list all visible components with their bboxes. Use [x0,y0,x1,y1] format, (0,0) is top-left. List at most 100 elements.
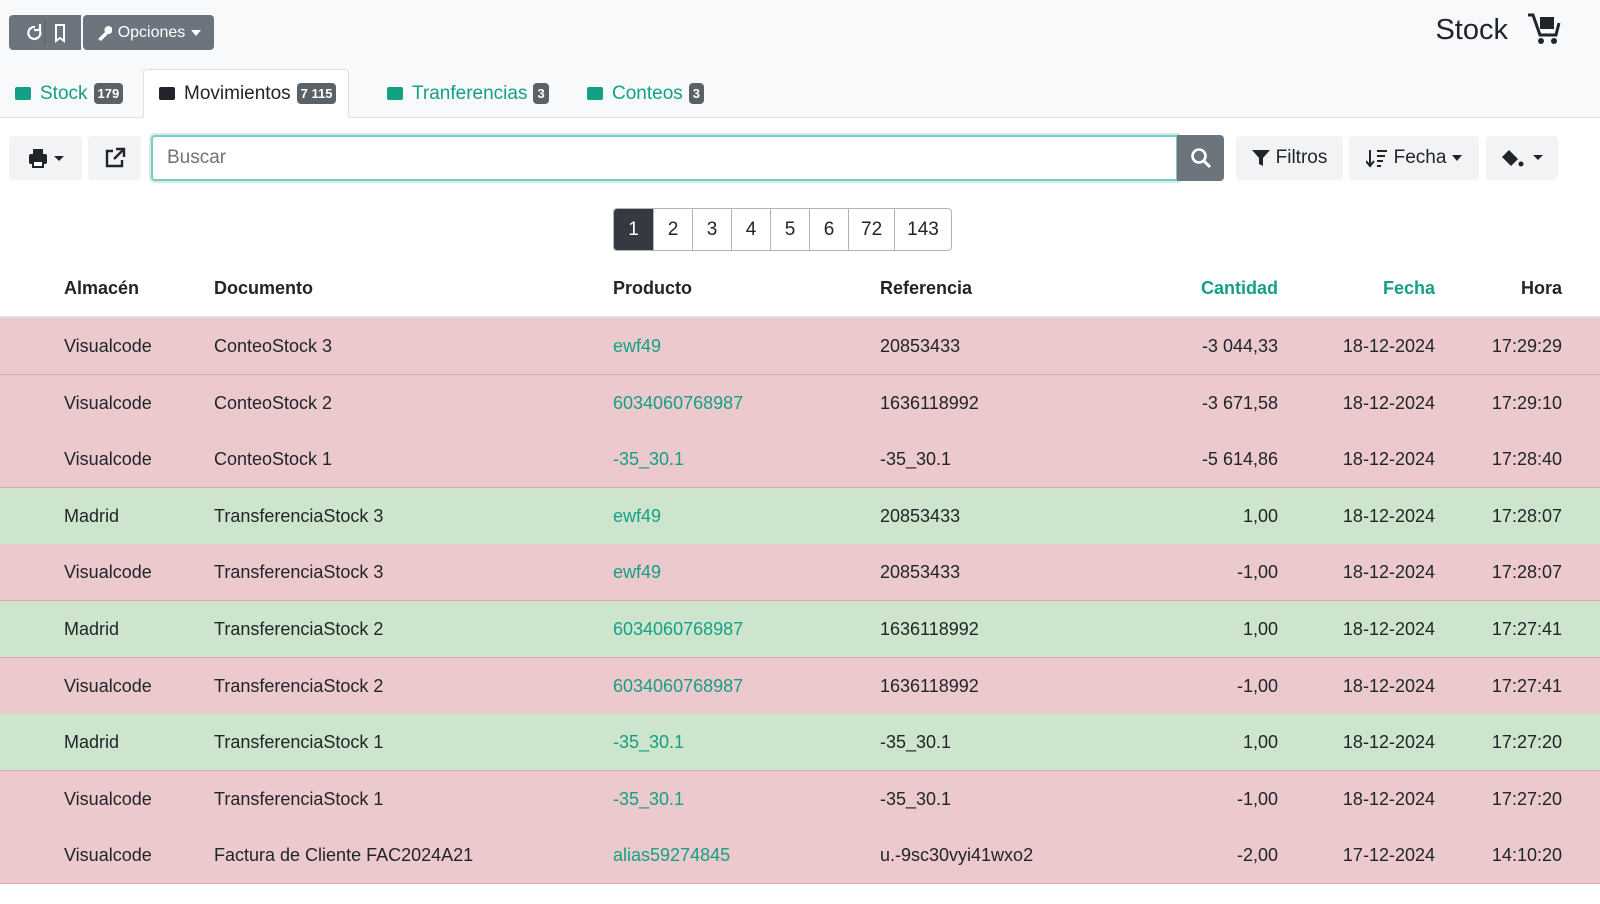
page-link[interactable]: 2 [653,209,692,250]
export-icon [105,147,125,168]
filters-button[interactable]: Filtros [1236,136,1343,180]
cell-text: ConteoStock 1 [214,449,333,470]
icons [27,19,65,46]
page-link[interactable]: 5 [770,209,809,250]
search-input[interactable]: Buscar [151,135,1178,181]
caret [1452,155,1463,161]
search-placeholder: Buscar [167,147,227,168]
product-link[interactable]: ewf49 [613,505,662,526]
paint-icon [1502,150,1543,167]
table-row[interactable] [0,318,1600,375]
column-header: Hora [1520,278,1562,298]
table-row[interactable] [0,374,1600,432]
cell-text: -1,00 [1236,675,1278,696]
cell-text: 18-12-2024 [1342,619,1435,639]
page-link[interactable]: 6 [809,209,848,250]
page-link[interactable]: 72 [848,209,894,250]
cell-text: 1,00 [1242,619,1278,639]
table-row[interactable] [0,431,1600,489]
cell-text: 1636118992 [880,619,979,639]
table-row[interactable] [0,657,1600,715]
column-header[interactable]: Fecha [1382,278,1435,298]
cell-text: -35_30.1 [880,732,952,753]
cell-text: Visualcode [64,392,152,413]
cell-text: -3 671,58 [1201,392,1278,413]
tab-icon [15,86,31,100]
cell-text: Visualcode [64,845,152,866]
cell-text: 17:28:40 [1491,449,1562,470]
page-link[interactable]: 3 [692,209,731,250]
cell-text: -3 044,33 [1201,336,1278,356]
header-divider [0,316,1600,318]
page-title: Stock [1435,14,1508,46]
options-label: Opciones [117,23,186,41]
page-link[interactable]: 143 [894,209,951,250]
cell-text: 17:27:20 [1491,732,1562,753]
page-link[interactable]: 1 [614,209,653,250]
tab[interactable]: Movimientos 7 115 [143,69,350,118]
table-row[interactable] [0,770,1600,828]
cell-text: u.-9sc30vyi41wxo2 [880,845,1034,866]
cell-text: 17-12-2024 [1342,845,1435,866]
cell-text: 18-12-2024 [1342,336,1435,356]
search-button[interactable] [1177,135,1224,181]
cell-text: 14:10:20 [1491,845,1562,866]
tab[interactable]: Tranferencias 3 [372,69,561,118]
sort-button[interactable]: Fecha [1349,136,1479,180]
product-link[interactable]: ewf49 [613,562,662,583]
cell-text: 17:29:29 [1491,336,1562,356]
cell-text: Visualcode [64,675,152,696]
sort-label: Fecha [1393,147,1447,168]
cell-text: 17:28:07 [1491,562,1562,583]
page-link[interactable]: 4 [731,209,770,250]
options-button[interactable]: Opciones [83,15,214,50]
cell-text: TransferenciaStock 1 [214,788,384,809]
tab-label: Tranferencias [412,82,528,104]
search-icon [1190,148,1211,169]
cell-text: 18-12-2024 [1342,392,1435,413]
product-link[interactable]: 6034060768987 [613,619,744,639]
table-row[interactable] [0,827,1600,885]
tab[interactable]: Stock 179 [0,69,135,118]
table-row[interactable] [0,487,1600,545]
table-row[interactable] [0,601,1600,658]
cell-text: 18-12-2024 [1342,732,1435,753]
product-link[interactable]: alias59274845 [613,845,731,866]
cell-text: Madrid [64,505,120,526]
export-button[interactable] [88,136,141,180]
cell-text: 1,00 [1242,732,1278,753]
cell-text: 18-12-2024 [1342,788,1435,809]
table-row[interactable] [0,714,1600,772]
cell-text: TransferenciaStock 2 [214,675,384,696]
cell-text: -5 614,86 [1201,449,1278,470]
column-header[interactable]: Cantidad [1200,278,1278,298]
cell-text: 20853433 [880,562,961,583]
product-link[interactable]: -35_30.1 [613,732,685,753]
cell-text: 17:27:41 [1491,619,1562,639]
cell-text: Visualcode [64,562,152,583]
cell-text: TransferenciaStock 3 [214,562,384,583]
cell-text: 1,00 [1242,505,1278,526]
wrench-icon [97,25,112,41]
cell-text: 1636118992 [880,392,979,413]
product-link[interactable]: 6034060768987 [613,392,744,413]
reload-bookmark-group[interactable] [9,15,81,50]
filters-label: Filtros [1275,147,1328,168]
table-row[interactable] [0,544,1600,602]
tab[interactable]: Conteos 3 [572,69,716,118]
product-link[interactable]: ewf49 [613,336,662,356]
cell-text: TransferenciaStock 2 [214,619,384,639]
cell-text: -2,00 [1236,845,1278,866]
tab-badge: 3 [688,83,705,104]
color-button[interactable] [1486,136,1558,180]
print-button[interactable] [9,136,82,180]
cell-text: Factura de Cliente FAC2024A21 [214,845,474,866]
product-link[interactable]: -35_30.1 [613,788,685,809]
product-link[interactable]: 6034060768987 [613,675,744,696]
pagination: 1 2 3 4 5 6 72 143 [613,208,952,251]
cell-text: -35_30.1 [880,449,952,470]
product-link[interactable]: -35_30.1 [613,449,685,470]
column-header: Almacén [64,278,140,298]
